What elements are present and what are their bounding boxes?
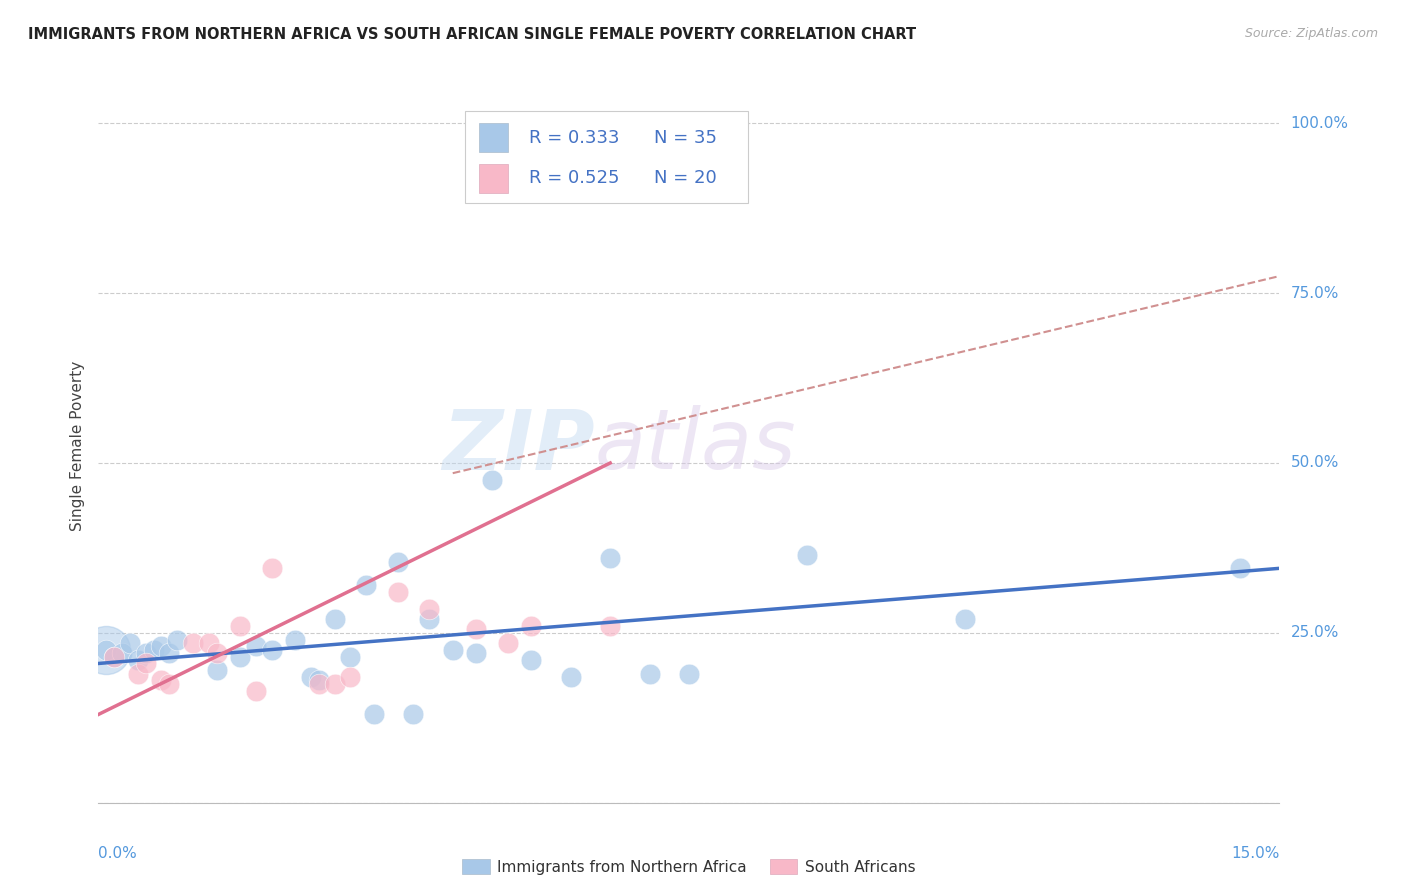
Text: R = 0.525: R = 0.525: [530, 169, 620, 187]
Point: [260, 643, 283, 657]
Point: [418, 602, 440, 616]
Text: IMMIGRANTS FROM NORTHERN AFRICA VS SOUTH AFRICAN SINGLE FEMALE POVERTY CORRELATI: IMMIGRANTS FROM NORTHERN AFRICA VS SOUTH…: [28, 27, 917, 42]
Point: [402, 707, 425, 722]
Point: [520, 653, 543, 667]
Y-axis label: Single Female Poverty: Single Female Poverty: [69, 361, 84, 531]
Point: [363, 707, 385, 722]
Point: [638, 666, 661, 681]
Point: [96, 643, 118, 657]
Bar: [478, 123, 508, 152]
Point: [135, 657, 157, 671]
Point: [118, 636, 141, 650]
Text: 75.0%: 75.0%: [1291, 285, 1339, 301]
Point: [308, 673, 330, 688]
Point: [142, 643, 165, 657]
Point: [465, 623, 488, 637]
Point: [260, 561, 283, 575]
Text: 15.0%: 15.0%: [1232, 846, 1279, 861]
Text: 50.0%: 50.0%: [1291, 456, 1339, 470]
Point: [166, 632, 188, 647]
Text: N = 35: N = 35: [654, 128, 717, 146]
Point: [229, 649, 252, 664]
Point: [387, 585, 409, 599]
Legend: Immigrants from Northern Africa, South Africans: Immigrants from Northern Africa, South A…: [456, 853, 922, 880]
Text: 100.0%: 100.0%: [1291, 116, 1348, 131]
Bar: [478, 164, 508, 193]
Point: [157, 677, 180, 691]
Text: N = 20: N = 20: [654, 169, 716, 187]
Point: [135, 646, 157, 660]
Point: [96, 643, 118, 657]
Point: [103, 649, 125, 664]
Point: [205, 646, 228, 660]
Point: [465, 646, 488, 660]
Point: [245, 683, 267, 698]
Point: [678, 666, 700, 681]
Text: ZIP: ZIP: [441, 406, 595, 486]
Point: [205, 663, 228, 677]
Text: atlas: atlas: [595, 406, 796, 486]
Point: [953, 612, 976, 626]
Point: [599, 551, 621, 566]
Point: [796, 548, 818, 562]
Point: [157, 646, 180, 660]
Point: [354, 578, 377, 592]
Point: [103, 649, 125, 664]
Point: [323, 677, 346, 691]
Point: [387, 555, 409, 569]
Point: [197, 636, 219, 650]
Text: 25.0%: 25.0%: [1291, 625, 1339, 640]
Point: [308, 677, 330, 691]
Point: [284, 632, 307, 647]
Point: [181, 636, 204, 650]
Point: [150, 640, 173, 654]
FancyBboxPatch shape: [464, 111, 748, 203]
Point: [299, 670, 322, 684]
Point: [418, 612, 440, 626]
Point: [599, 619, 621, 633]
Point: [245, 640, 267, 654]
Text: Source: ZipAtlas.com: Source: ZipAtlas.com: [1244, 27, 1378, 40]
Point: [496, 636, 519, 650]
Point: [127, 653, 149, 667]
Point: [481, 473, 503, 487]
Point: [127, 666, 149, 681]
Point: [520, 619, 543, 633]
Point: [323, 612, 346, 626]
Point: [441, 643, 464, 657]
Point: [111, 646, 134, 660]
Point: [229, 619, 252, 633]
Text: 0.0%: 0.0%: [98, 846, 138, 861]
Point: [560, 670, 582, 684]
Point: [150, 673, 173, 688]
Point: [339, 649, 361, 664]
Text: R = 0.333: R = 0.333: [530, 128, 620, 146]
Point: [339, 670, 361, 684]
Point: [1229, 561, 1251, 575]
